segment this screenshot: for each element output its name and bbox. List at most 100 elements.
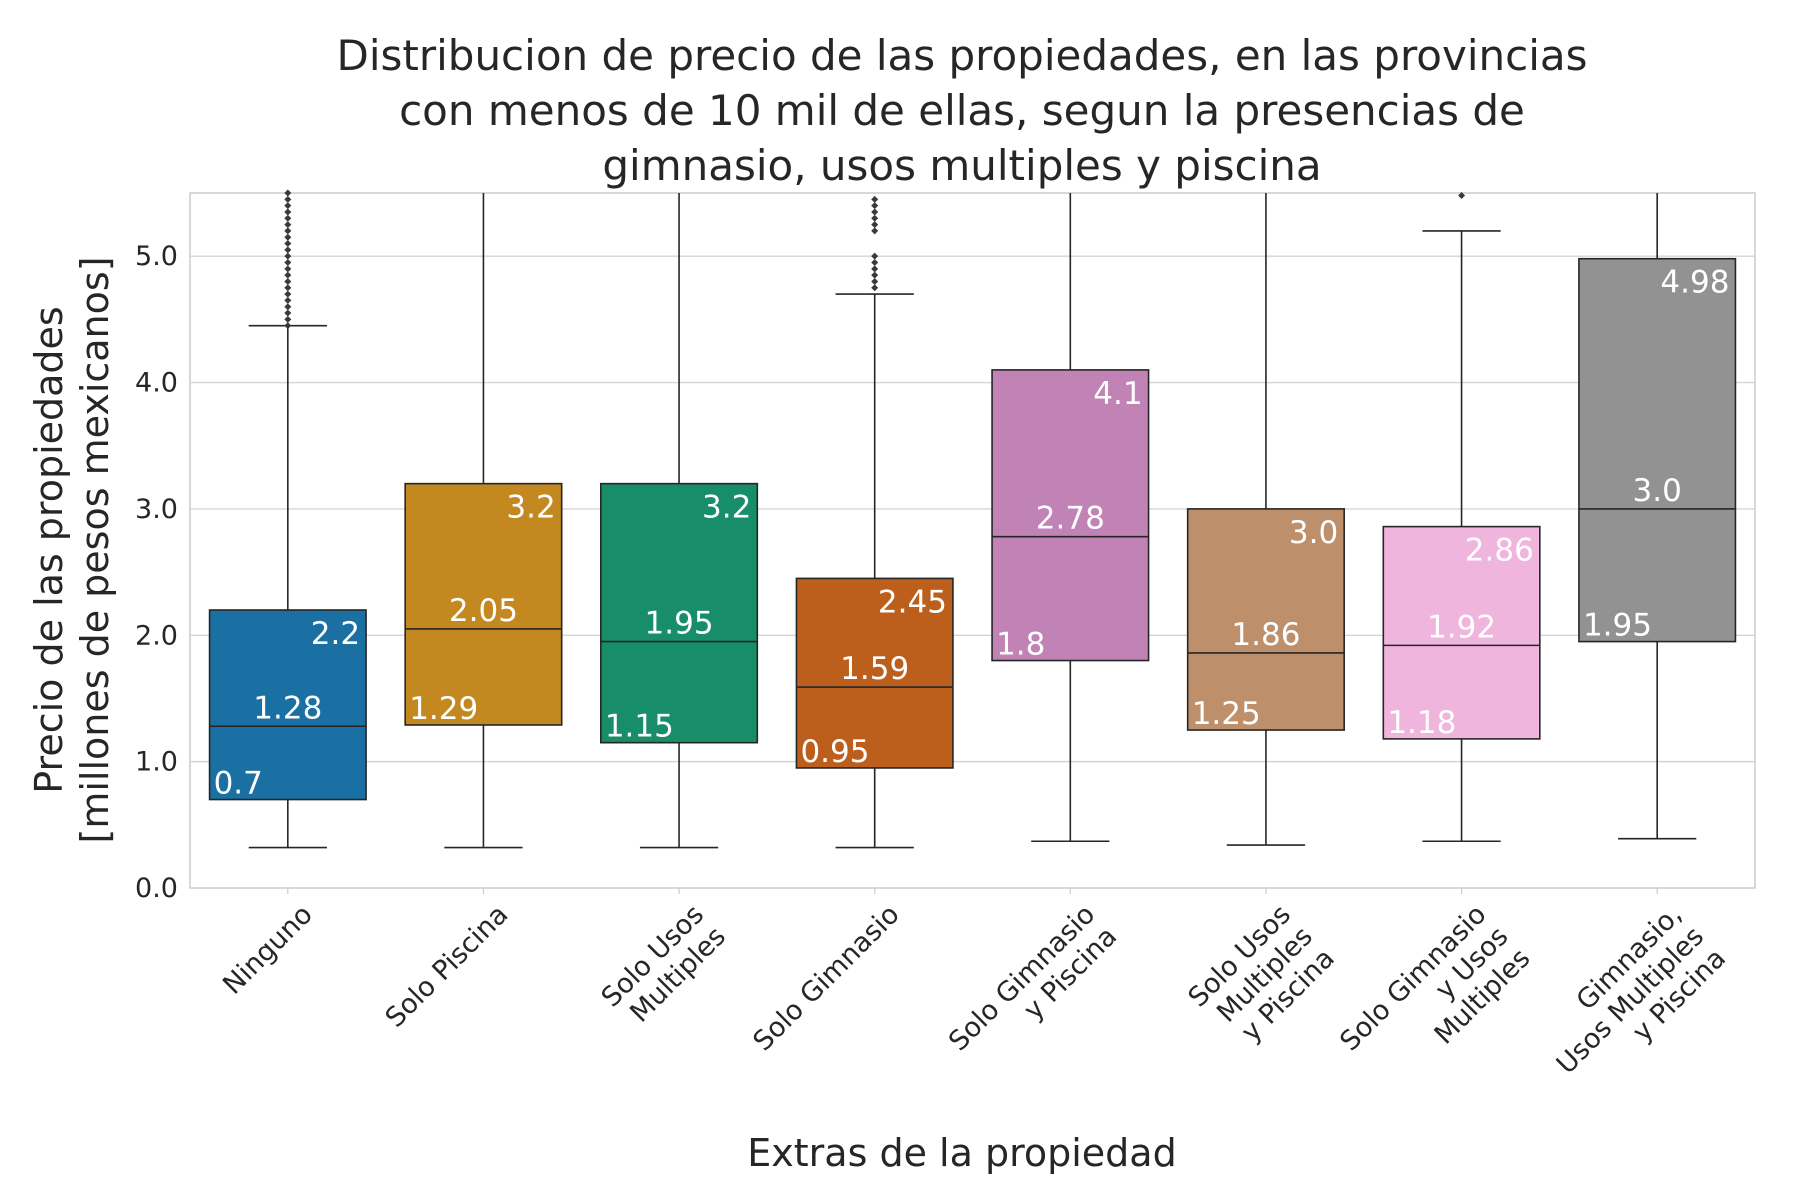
q1-label: 0.7 bbox=[214, 766, 263, 802]
outlier-point bbox=[284, 296, 292, 304]
q3-label: 3.2 bbox=[506, 490, 555, 526]
outlier-point bbox=[284, 284, 292, 292]
outlier-point bbox=[871, 208, 879, 216]
q1-label: 1.8 bbox=[996, 627, 1045, 663]
x-tick-label-line: Solo Piscina bbox=[380, 899, 515, 1034]
outlier-point bbox=[284, 189, 292, 197]
median-label: 2.78 bbox=[1036, 501, 1105, 537]
y-tick-label: 3.0 bbox=[135, 494, 178, 525]
y-tick-label: 4.0 bbox=[135, 368, 178, 399]
box-group: 2.86 1.92 1.18 bbox=[1382, 192, 1541, 843]
y-tick-label: 1.0 bbox=[135, 747, 178, 778]
q1-label: 1.15 bbox=[605, 709, 674, 745]
y-tick-label: 5.0 bbox=[135, 241, 178, 272]
box bbox=[1578, 257, 1737, 643]
outlier-point bbox=[284, 277, 292, 285]
outlier-point bbox=[284, 233, 292, 241]
outlier-point bbox=[284, 246, 292, 254]
median-label: 1.92 bbox=[1427, 609, 1496, 645]
q3-label: 4.1 bbox=[1093, 376, 1142, 412]
box bbox=[404, 482, 563, 726]
outlier-point bbox=[284, 265, 292, 273]
box-group: 3.0 1.86 1.25 bbox=[1186, 193, 1345, 846]
median-label: 1.86 bbox=[1231, 617, 1300, 653]
chart-title-line-1: Distribucion de precio de las propiedade… bbox=[336, 31, 1587, 80]
box-group: 3.2 2.05 1.29 bbox=[404, 193, 563, 849]
outlier-point bbox=[284, 195, 292, 203]
q3-label: 3.2 bbox=[702, 490, 751, 526]
box-group: 2.45 1.59 0.95 bbox=[795, 195, 954, 849]
y-tick-label: 2.0 bbox=[135, 620, 178, 651]
median-label: 3.0 bbox=[1633, 473, 1682, 509]
q3-label: 2.2 bbox=[311, 616, 360, 652]
box bbox=[600, 482, 759, 744]
outlier-point bbox=[284, 208, 292, 216]
box bbox=[991, 369, 1150, 662]
box bbox=[1186, 508, 1345, 731]
outlier-point bbox=[871, 265, 879, 273]
x-tick-label: Solo Gimnasioy Piscina bbox=[943, 899, 1123, 1079]
outlier-point bbox=[284, 259, 292, 266]
q1-label: 0.95 bbox=[800, 734, 869, 770]
outlier-point bbox=[284, 227, 292, 235]
y-axis-label-line-2: [millones de pesos mexicanos] bbox=[73, 256, 117, 843]
box-group: 2.2 1.28 0.7 bbox=[208, 189, 367, 849]
q3-label: 3.0 bbox=[1289, 515, 1338, 551]
x-tick-label: Solo Gimnasioy UsosMultiples bbox=[1334, 899, 1536, 1101]
q1-label: 1.95 bbox=[1583, 608, 1652, 644]
boxes: 2.2 1.28 0.7 3.2 2.05 1.29 3.2 1.95 1.15 2.45 1.59… bbox=[208, 189, 1737, 849]
outlier-point bbox=[871, 214, 879, 222]
median-label: 1.59 bbox=[840, 651, 909, 687]
outlier-point bbox=[871, 284, 879, 292]
outlier-point bbox=[1458, 192, 1466, 200]
outlier-point bbox=[871, 252, 879, 260]
x-tick-label: Gimnasio,Usos Multiplesy Piscina bbox=[1529, 899, 1732, 1102]
outlier-point bbox=[284, 309, 292, 317]
q1-label: 1.25 bbox=[1192, 696, 1261, 732]
outlier-point bbox=[284, 303, 292, 311]
outlier-point bbox=[284, 221, 292, 229]
outlier-point bbox=[871, 259, 879, 266]
chart-title-line-3: gimnasio, usos multiples y piscina bbox=[602, 141, 1321, 190]
outlier-point bbox=[284, 290, 292, 298]
q3-label: 2.86 bbox=[1465, 533, 1534, 569]
chart-title: Distribucion de precio de las propiedade… bbox=[336, 31, 1587, 190]
box bbox=[795, 577, 954, 769]
outlier-point bbox=[284, 214, 292, 222]
median-label: 2.05 bbox=[449, 593, 518, 629]
box-group: 4.1 2.78 1.8 bbox=[991, 193, 1150, 843]
box bbox=[1382, 525, 1541, 740]
y-axis-label-line-1: Precio de las propiedades bbox=[27, 306, 71, 793]
outlier-point bbox=[871, 277, 879, 285]
outlier-point bbox=[284, 240, 292, 248]
chart-title-line-2: con menos de 10 mil de ellas, segun la p… bbox=[399, 86, 1525, 135]
y-tick-label: 0.0 bbox=[135, 873, 178, 904]
q1-label: 1.18 bbox=[1387, 705, 1456, 741]
x-tick-label: Solo UsosMultiples bbox=[596, 899, 732, 1035]
outlier-point bbox=[871, 202, 879, 210]
outlier-point bbox=[871, 227, 879, 235]
outlier-point bbox=[871, 221, 879, 229]
median-label: 1.95 bbox=[645, 606, 714, 642]
box-group: 4.98 3.0 1.95 bbox=[1578, 193, 1737, 840]
x-tick-label: Solo Gimnasio bbox=[747, 899, 905, 1057]
q1-label: 1.29 bbox=[409, 691, 478, 727]
x-tick-label: Ninguno bbox=[217, 899, 319, 1001]
outlier-point bbox=[284, 315, 292, 323]
outlier-point bbox=[284, 322, 292, 330]
y-axis-ticks: 0.0 1.0 2.0 3.0 4.0 5.0 bbox=[135, 241, 178, 904]
x-tick-label: Solo UsosMultiplesy Piscina bbox=[1183, 899, 1341, 1057]
x-axis-label: Extras de la propiedad bbox=[747, 1131, 1176, 1175]
outlier-point bbox=[871, 195, 879, 203]
outlier-point bbox=[284, 202, 292, 210]
q3-label: 2.45 bbox=[878, 584, 947, 620]
q3-label: 4.98 bbox=[1660, 265, 1729, 301]
outlier-point bbox=[871, 271, 879, 279]
box-group: 3.2 1.95 1.15 bbox=[600, 193, 759, 849]
x-tick-label-line: Ninguno bbox=[217, 899, 319, 1001]
box bbox=[208, 609, 367, 801]
x-axis-ticks: Ninguno Solo Piscina Solo UsosMultiples Sol… bbox=[217, 888, 1732, 1102]
x-tick-label: Solo Piscina bbox=[380, 899, 515, 1034]
x-tick-label-line: Solo Gimnasio bbox=[747, 899, 905, 1057]
